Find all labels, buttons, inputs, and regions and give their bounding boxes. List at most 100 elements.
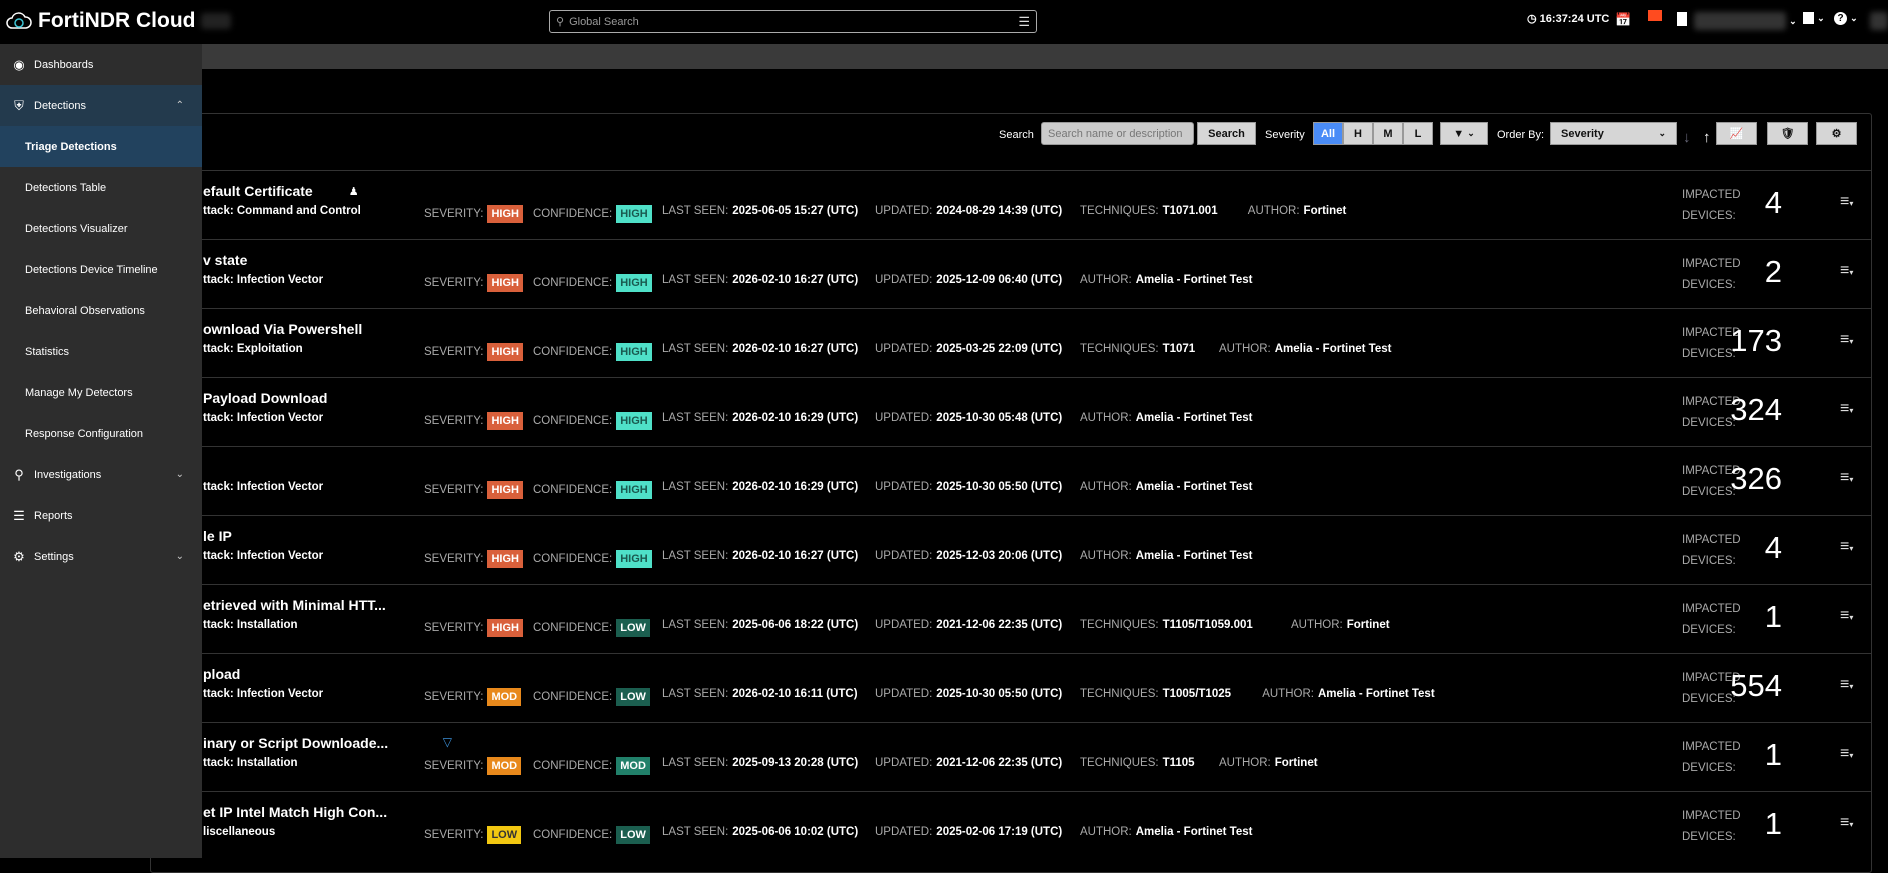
row-menu-icon[interactable]: ≡▾ xyxy=(1840,607,1854,624)
confidence-badge: LOW xyxy=(616,826,650,844)
techniques-value[interactable]: T1105 xyxy=(1162,757,1195,769)
search-doc-menu[interactable]: ⌄ xyxy=(1803,12,1825,24)
detection-row[interactable]: pload ttack: Infection Vector SEVERITY: MOD… xyxy=(150,653,1872,722)
detection-title[interactable]: Payload Download xyxy=(203,390,328,406)
detection-title[interactable]: et IP Intel Match High Con... xyxy=(203,804,388,820)
checklist-icon[interactable]: ☰ xyxy=(1018,14,1030,29)
techniques-value[interactable]: T1105/T1059.001 xyxy=(1162,619,1253,631)
impacted-devices-count[interactable]: 326 xyxy=(1730,461,1782,496)
filter-icon[interactable]: ▽ xyxy=(442,735,453,749)
help-menu[interactable]: ? ⌄ xyxy=(1834,12,1858,25)
sidebar-item-detections-device-timeline[interactable]: Detections Device Timeline xyxy=(0,249,202,290)
confidence-badge: MOD xyxy=(616,757,650,775)
updated-value: 2025-10-30 05:48 (UTC) xyxy=(936,412,1063,424)
detection-title[interactable]: inary or Script Downloade... xyxy=(203,735,389,751)
sidebar-item-reports[interactable]: ☰ Reports xyxy=(0,495,202,536)
detection-row[interactable]: Payload Download ttack: Infection Vector S… xyxy=(150,377,1872,446)
app-logo[interactable]: FortiNDR Cloud xyxy=(6,8,232,34)
calendar-icon[interactable]: 📅 xyxy=(1615,12,1632,27)
severity-option-all[interactable]: All xyxy=(1313,122,1343,145)
row-menu-icon[interactable]: ≡▾ xyxy=(1840,262,1854,279)
detection-title[interactable]: pload xyxy=(203,666,241,682)
sidebar-item-detections-table[interactable]: Detections Table xyxy=(0,167,202,208)
detection-row[interactable]: etrieved with Minimal HTT... ttack: Insta… xyxy=(150,584,1872,653)
chat-icon[interactable] xyxy=(1648,10,1662,21)
impacted-devices-count[interactable]: 554 xyxy=(1730,668,1782,703)
detection-row[interactable]: et IP Intel Match High Con... liscellaneo… xyxy=(150,791,1872,860)
updated-label: UPDATED: xyxy=(875,757,933,769)
row-menu-icon[interactable]: ≡▾ xyxy=(1840,400,1854,417)
global-search-input[interactable]: ⚲ Global Search ☰ xyxy=(549,10,1037,33)
author-label: AUTHOR: xyxy=(1291,619,1343,631)
filter-dropdown-button[interactable]: ▼ ⌄ xyxy=(1440,122,1488,145)
sort-ascending-icon[interactable]: ↑ xyxy=(1703,129,1711,146)
impacted-devices-count[interactable]: 1 xyxy=(1764,599,1782,634)
impacted-devices-count[interactable]: 2 xyxy=(1764,254,1782,289)
impacted-label-line1: IMPACTED xyxy=(1682,810,1741,822)
confidence-badge: HIGH xyxy=(616,205,652,223)
detection-row[interactable]: ttack: Infection Vector SEVERITY: HIGH CONF… xyxy=(150,446,1872,515)
impacted-label-line2: DEVICES: xyxy=(1682,486,1736,498)
impacted-label-line2: DEVICES: xyxy=(1682,831,1736,843)
techniques-value[interactable]: T1071.001 xyxy=(1162,205,1218,217)
detection-title[interactable]: le IP xyxy=(203,528,232,544)
clock-time: 16:37:24 UTC xyxy=(1539,12,1610,25)
row-menu-icon[interactable]: ≡▾ xyxy=(1840,331,1854,348)
sidebar-item-dashboards[interactable]: ◉ Dashboards xyxy=(0,44,202,85)
building-icon[interactable] xyxy=(1677,12,1687,26)
sidebar-item-triage-detections[interactable]: Triage Detections xyxy=(0,126,202,167)
sidebar-item-behavioral-observations[interactable]: Behavioral Observations xyxy=(0,290,202,331)
row-menu-icon[interactable]: ≡▾ xyxy=(1840,745,1854,762)
techniques-value[interactable]: T1071 xyxy=(1162,343,1196,355)
detection-row[interactable]: le IP ttack: Infection Vector SEVERITY: HIG… xyxy=(150,515,1872,584)
detection-search-input[interactable]: Search name or description xyxy=(1041,122,1194,145)
impacted-devices-count[interactable]: 173 xyxy=(1730,323,1782,358)
row-menu-icon[interactable]: ≡▾ xyxy=(1840,676,1854,693)
impacted-devices-count[interactable]: 1 xyxy=(1764,806,1782,841)
detection-row[interactable]: efault Certificate ♟ ttack: Command and Co… xyxy=(150,170,1872,239)
order-by-select[interactable]: Severity ⌄ xyxy=(1550,122,1677,145)
shield-plus-button[interactable]: 🛡 xyxy=(1767,122,1808,145)
detection-title[interactable]: efault Certificate xyxy=(203,183,313,199)
impacted-devices-count[interactable]: 4 xyxy=(1764,530,1782,565)
author-label: AUTHOR: xyxy=(1262,688,1314,700)
row-menu-icon[interactable]: ≡▾ xyxy=(1840,538,1854,555)
sidebar-item-investigations[interactable]: ⚲ Investigations ⌄ xyxy=(0,454,202,495)
sidebar-item-detections[interactable]: ⛨ Detections ⌃ xyxy=(0,85,202,126)
row-menu-icon[interactable]: ≡▾ xyxy=(1840,469,1854,486)
dashboard-icon: ◉ xyxy=(13,56,25,72)
author-value: Fortinet xyxy=(1346,619,1390,631)
sidebar-item-settings[interactable]: ⚙ Settings ⌄ xyxy=(0,536,202,577)
author-label: AUTHOR: xyxy=(1080,826,1132,838)
user-gear-icon[interactable]: ♟ xyxy=(348,186,359,198)
user-menu[interactable] xyxy=(1870,12,1888,30)
row-menu-icon[interactable]: ≡▾ xyxy=(1840,193,1854,210)
sort-descending-icon[interactable]: ↓ xyxy=(1683,129,1691,146)
row-menu-icon[interactable]: ≡▾ xyxy=(1840,814,1854,831)
detection-title[interactable]: ownload Via Powershell xyxy=(203,321,363,337)
severity-option-h[interactable]: H xyxy=(1343,122,1373,145)
severity-option-l[interactable]: L xyxy=(1403,122,1433,145)
detection-row[interactable]: inary or Script Downloade... ▽ ttack: Inst… xyxy=(150,722,1872,791)
tenant-selector[interactable]: ⌄ xyxy=(1694,12,1797,30)
impacted-devices-label: IMPACTED DEVICES: xyxy=(1682,461,1741,503)
chart-button[interactable]: 📈 xyxy=(1716,122,1757,145)
impacted-devices-label: IMPACTED DEVICES: xyxy=(1682,254,1741,296)
sidebar-item-response-configuration[interactable]: Response Configuration xyxy=(0,413,202,454)
severity-option-m[interactable]: M xyxy=(1373,122,1403,145)
sidebar-item-manage-my-detectors[interactable]: Manage My Detectors xyxy=(0,372,202,413)
impacted-devices-count[interactable]: 1 xyxy=(1764,737,1782,772)
impacted-devices-count[interactable]: 324 xyxy=(1730,392,1782,427)
sidebar-item-statistics[interactable]: Statistics xyxy=(0,331,202,372)
impacted-devices-count[interactable]: 4 xyxy=(1764,185,1782,220)
techniques-value[interactable]: T1005/T1025 xyxy=(1162,688,1232,700)
sidebar-item-detections-visualizer[interactable]: Detections Visualizer xyxy=(0,208,202,249)
search-button[interactable]: Search xyxy=(1197,122,1256,145)
detection-category: ttack: Infection Vector xyxy=(203,412,323,424)
detection-title[interactable]: etrieved with Minimal HTT... xyxy=(203,597,386,613)
settings-button[interactable]: ⚙ xyxy=(1816,122,1857,145)
detection-title[interactable]: v state xyxy=(203,252,248,268)
subheader-bar xyxy=(0,44,1888,69)
detection-row[interactable]: v state ttack: Infection Vector SEVERITY: H… xyxy=(150,239,1872,308)
detection-row[interactable]: ownload Via Powershell ttack: Exploitatio… xyxy=(150,308,1872,377)
